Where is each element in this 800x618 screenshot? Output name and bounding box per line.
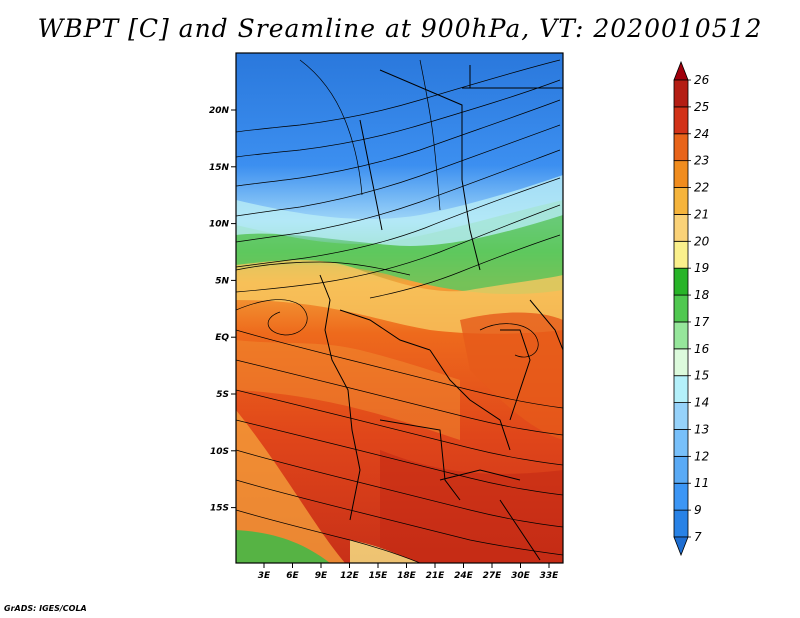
lon-tick-label: 12E — [340, 571, 360, 581]
lat-tick-label: 15N — [209, 163, 230, 173]
lat-tick-label: 15S — [210, 504, 229, 514]
lon-tick-label: 27E — [483, 571, 503, 581]
colorbar-label: 26 — [694, 73, 710, 87]
colorbar-segment — [673, 482, 689, 511]
colorbar-segment — [673, 294, 689, 323]
colorbar-label: 9 — [694, 503, 702, 517]
lat-tick-label: EQ — [215, 333, 229, 343]
grads-credit: GrADS: IGES/COLA — [4, 604, 87, 613]
colorbar-segment — [673, 375, 689, 403]
lon-tick-label: 30E — [511, 571, 531, 581]
colorbar-segment — [673, 106, 689, 135]
lat-tick-label: 10S — [210, 447, 229, 457]
colorbar-segment — [673, 133, 689, 162]
colorbar-segment — [673, 402, 689, 430]
country-borders — [319, 65, 563, 561]
colorbar-label: 12 — [694, 449, 709, 463]
lat-tick-label: 5S — [216, 390, 229, 400]
lon-tick-label: 3E — [258, 571, 271, 581]
colorbar-segment — [673, 79, 689, 108]
colorbar-label: 7 — [694, 530, 702, 544]
colorbar-label: 14 — [694, 396, 709, 410]
colorbar-segment — [673, 509, 689, 538]
colorbar-segment — [673, 348, 689, 377]
streamlines — [236, 59, 563, 563]
colorbar-segment — [673, 187, 689, 215]
colorbar-label: 15 — [694, 369, 709, 383]
latitude-ticks: 20N 15N 10N 5N EQ 5S 10S 15S — [209, 106, 236, 514]
colorbar-label: 23 — [694, 154, 709, 168]
colorbar-segment — [673, 214, 689, 242]
colorbar-label: 17 — [694, 315, 710, 329]
colorbar-segment — [673, 160, 689, 188]
colorbar-label: 11 — [694, 476, 709, 490]
colorbar-label: 25 — [694, 100, 709, 114]
lon-tick-label: 9E — [315, 571, 328, 581]
colorbar-label: 13 — [694, 422, 709, 436]
lat-tick-label: 10N — [209, 220, 230, 230]
colorbar-label: 22 — [694, 181, 709, 195]
lon-tick-label: 24E — [454, 571, 474, 581]
colorbar-segment — [673, 267, 689, 296]
colorbar-segment — [673, 240, 689, 269]
colorbar-segment — [673, 321, 689, 350]
colorbar-bottom-arrow — [673, 536, 689, 557]
colorbar-segment — [673, 429, 689, 457]
colorbar-label: 24 — [694, 127, 709, 141]
colorbar-label: 19 — [694, 261, 709, 275]
wbpt-field — [236, 53, 563, 563]
colorbar-label: 18 — [694, 288, 710, 302]
lon-tick-label: 15E — [369, 571, 389, 581]
map-title: WBPT [C] and Sreamline at 900hPa, VT: 20… — [37, 14, 763, 43]
colorbar-top-arrow — [673, 60, 689, 81]
lat-tick-label: 5N — [215, 276, 229, 286]
colorbar-label: 16 — [694, 342, 710, 356]
colorbar-segment — [673, 455, 689, 484]
colorbar-label: 21 — [694, 207, 709, 221]
colorbar: 7 9 11 12 13 14 15 16 17 18 19 20 21 22 23 24 25 26 — [673, 60, 710, 557]
longitude-ticks: 3E 6E 9E 12E 15E 18E 21E 24E 27E 30E 33E — [258, 563, 559, 581]
lon-tick-label: 6E — [286, 571, 299, 581]
lon-tick-label: 21E — [426, 571, 446, 581]
lon-tick-label: 18E — [397, 571, 417, 581]
colorbar-label: 20 — [694, 234, 710, 248]
map-frame — [235, 52, 564, 564]
lon-tick-label: 33E — [540, 571, 560, 581]
lat-tick-label: 20N — [209, 106, 230, 116]
